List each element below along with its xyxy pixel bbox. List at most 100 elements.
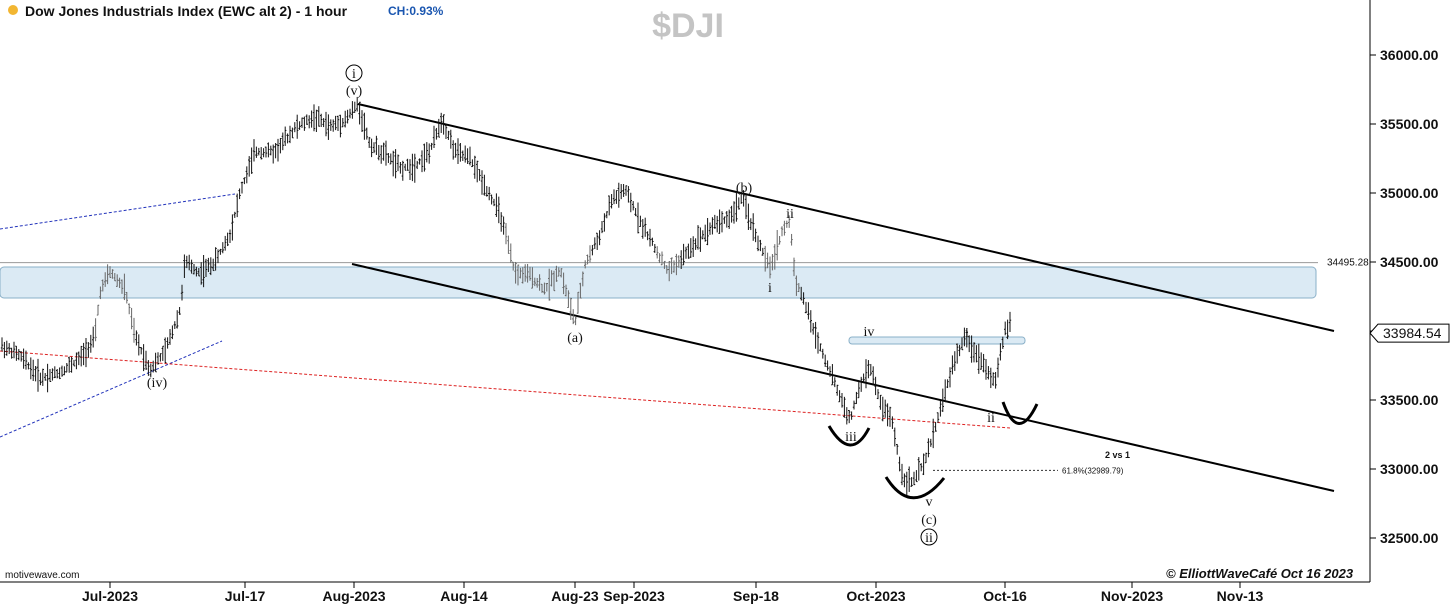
source-label: motivewave.com: [5, 570, 79, 581]
price-bar: [418, 158, 421, 165]
price-bar: [752, 213, 755, 241]
price-bar: [389, 153, 392, 165]
price-bar: [173, 321, 176, 329]
price-bar: [80, 345, 83, 367]
price-bar: [178, 307, 181, 315]
last-price-marker: [1369, 323, 1450, 343]
price-bar: [567, 290, 570, 308]
price-bar: [260, 147, 263, 160]
price-bar: [221, 242, 224, 254]
price-bar: [968, 335, 971, 353]
price-bar: [483, 174, 486, 196]
price-bar: [346, 109, 349, 124]
price-bar: [466, 148, 469, 164]
x-tick-label: Nov-13: [1217, 588, 1264, 604]
price-bar: [63, 366, 66, 376]
price-bar: [845, 407, 848, 425]
price-bar: [821, 348, 824, 359]
price-bar: [660, 251, 664, 266]
price-bar: [617, 182, 620, 208]
price-bar: [327, 114, 330, 140]
price-bar: [310, 110, 313, 128]
price-bar: [915, 470, 918, 483]
price-bar: [699, 227, 702, 252]
price-bar: [742, 190, 745, 207]
price-bar: [312, 104, 316, 132]
price-bar: [920, 463, 923, 472]
price-bar: [149, 363, 152, 377]
price-bar: [872, 366, 875, 385]
price-bar: [435, 127, 438, 140]
price-bar: [905, 471, 908, 497]
price-bar: [634, 208, 637, 217]
price-bar: [656, 246, 659, 259]
price-bar: [332, 119, 335, 132]
price-bar: [430, 142, 433, 150]
price-bar: [579, 282, 582, 299]
price-bar: [816, 332, 820, 354]
channel-upper-line: [357, 103, 1335, 332]
price-bar: [104, 272, 107, 287]
price-bar: [975, 345, 978, 363]
chart-title: Dow Jones Industrials Index (EWC alt 2) …: [25, 3, 348, 19]
price-bar: [876, 389, 880, 400]
price-bar: [869, 363, 872, 376]
price-bar: [956, 343, 959, 364]
price-bar: [293, 122, 296, 133]
price-bar: [53, 366, 56, 379]
chart-watermark: $DJI: [652, 7, 724, 45]
price-bar: [120, 279, 124, 294]
price-bar: [591, 244, 594, 256]
price-bar: [113, 273, 116, 282]
price-bar: [792, 257, 796, 277]
price-bar: [641, 218, 644, 239]
price-bar: [497, 196, 500, 224]
price-bar: [353, 101, 356, 113]
price-bar: [452, 140, 455, 160]
price-bar: [624, 185, 628, 196]
price-bar: [480, 170, 484, 195]
price-bar: [437, 118, 440, 138]
price-bar: [852, 400, 856, 410]
price-bar: [531, 267, 534, 289]
price-bar: [492, 198, 496, 207]
price-bar: [540, 283, 544, 293]
price-bar: [308, 115, 311, 129]
price-bar: [36, 358, 40, 392]
price-bar: [836, 384, 839, 396]
price-bar: [586, 254, 589, 265]
price-bar: [833, 377, 836, 388]
price-bar: [449, 129, 452, 149]
price-bar: [334, 115, 337, 131]
price-bar: [828, 366, 832, 377]
price-bar: [250, 147, 253, 174]
price-bar: [524, 264, 527, 282]
price-bar: [514, 261, 517, 284]
price-bar: [718, 209, 721, 234]
price-bar: [804, 301, 808, 314]
wave-label-a: (a): [567, 331, 583, 346]
x-tick-label: Nov-2023: [1101, 588, 1163, 604]
price-bar: [732, 201, 736, 224]
price-bar: [644, 217, 647, 237]
price-bar: [303, 116, 306, 131]
price-bar: [903, 473, 906, 488]
price-bar: [166, 337, 169, 349]
price-bar: [992, 372, 995, 386]
price-bar: [368, 136, 371, 148]
price-bar: [740, 191, 743, 204]
price-bar: [672, 260, 676, 273]
price-bar: [749, 218, 752, 231]
price-bar: [819, 343, 822, 352]
price-bar: [315, 109, 318, 132]
wave-label-i-new: i: [965, 326, 969, 341]
price-bar: [929, 438, 932, 447]
price-bar: [161, 345, 164, 361]
price-bar: [593, 237, 596, 250]
price-bar: [240, 181, 244, 194]
price-bar: [454, 142, 457, 158]
price-bar: [252, 139, 256, 162]
price-bar: [296, 114, 299, 139]
price-bar: [444, 124, 448, 139]
price-bar: [701, 230, 704, 240]
